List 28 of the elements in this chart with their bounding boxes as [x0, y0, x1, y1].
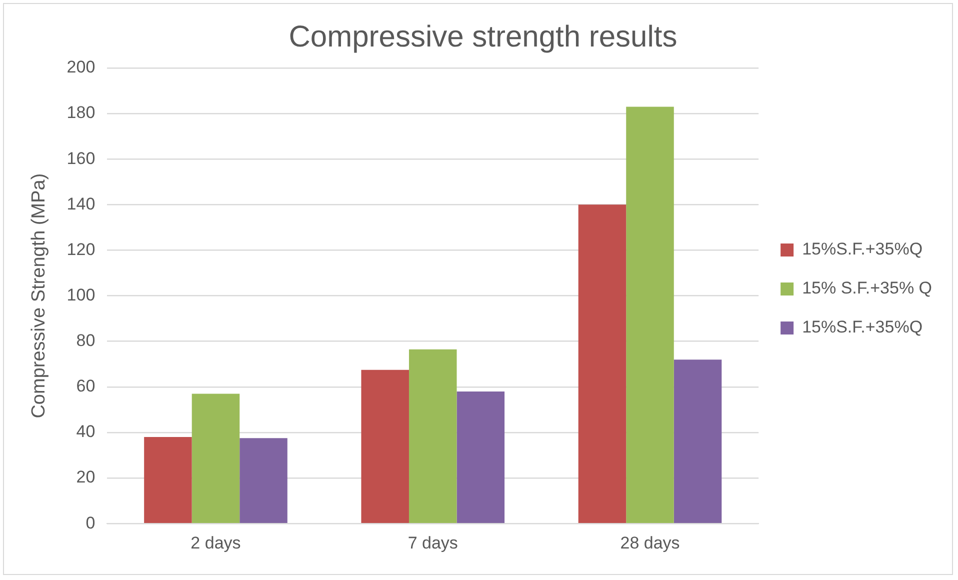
bar: [578, 204, 626, 523]
bar: [192, 394, 240, 523]
legend-label: 15%S.F.+35%Q: [802, 240, 923, 259]
bar: [408, 349, 457, 523]
chart-title: Compressive strength results: [288, 20, 678, 54]
x-tick-label: 28 days: [620, 533, 680, 552]
y-tick-label: 20: [76, 468, 96, 487]
y-tick-label: 0: [86, 513, 96, 532]
bar: [240, 438, 288, 523]
y-tick-label: 60: [76, 376, 96, 396]
legend-label: 15% S.F.+35% Q: [802, 278, 932, 298]
y-tick-label: 80: [76, 331, 96, 350]
y-tick-label: 40: [76, 422, 96, 442]
x-tick-label: 7 days: [408, 533, 458, 552]
y-tick-label: 120: [66, 240, 96, 259]
y-tick-label: 100: [66, 285, 96, 304]
bar: [626, 106, 674, 523]
y-tick-label: 180: [66, 103, 96, 122]
y-tick-label: 140: [66, 194, 96, 214]
bar: [361, 370, 409, 523]
y-axis-title: Compressive Strength (MPa): [28, 173, 50, 418]
y-tick-label: 160: [66, 148, 96, 168]
x-tick-label: 2 days: [190, 533, 241, 552]
y-tick-label: 200: [66, 58, 96, 77]
legend-label: 15%S.F.+35%Q: [802, 318, 923, 337]
bar: [456, 391, 505, 523]
bar: [674, 360, 722, 523]
bar: [144, 437, 192, 523]
